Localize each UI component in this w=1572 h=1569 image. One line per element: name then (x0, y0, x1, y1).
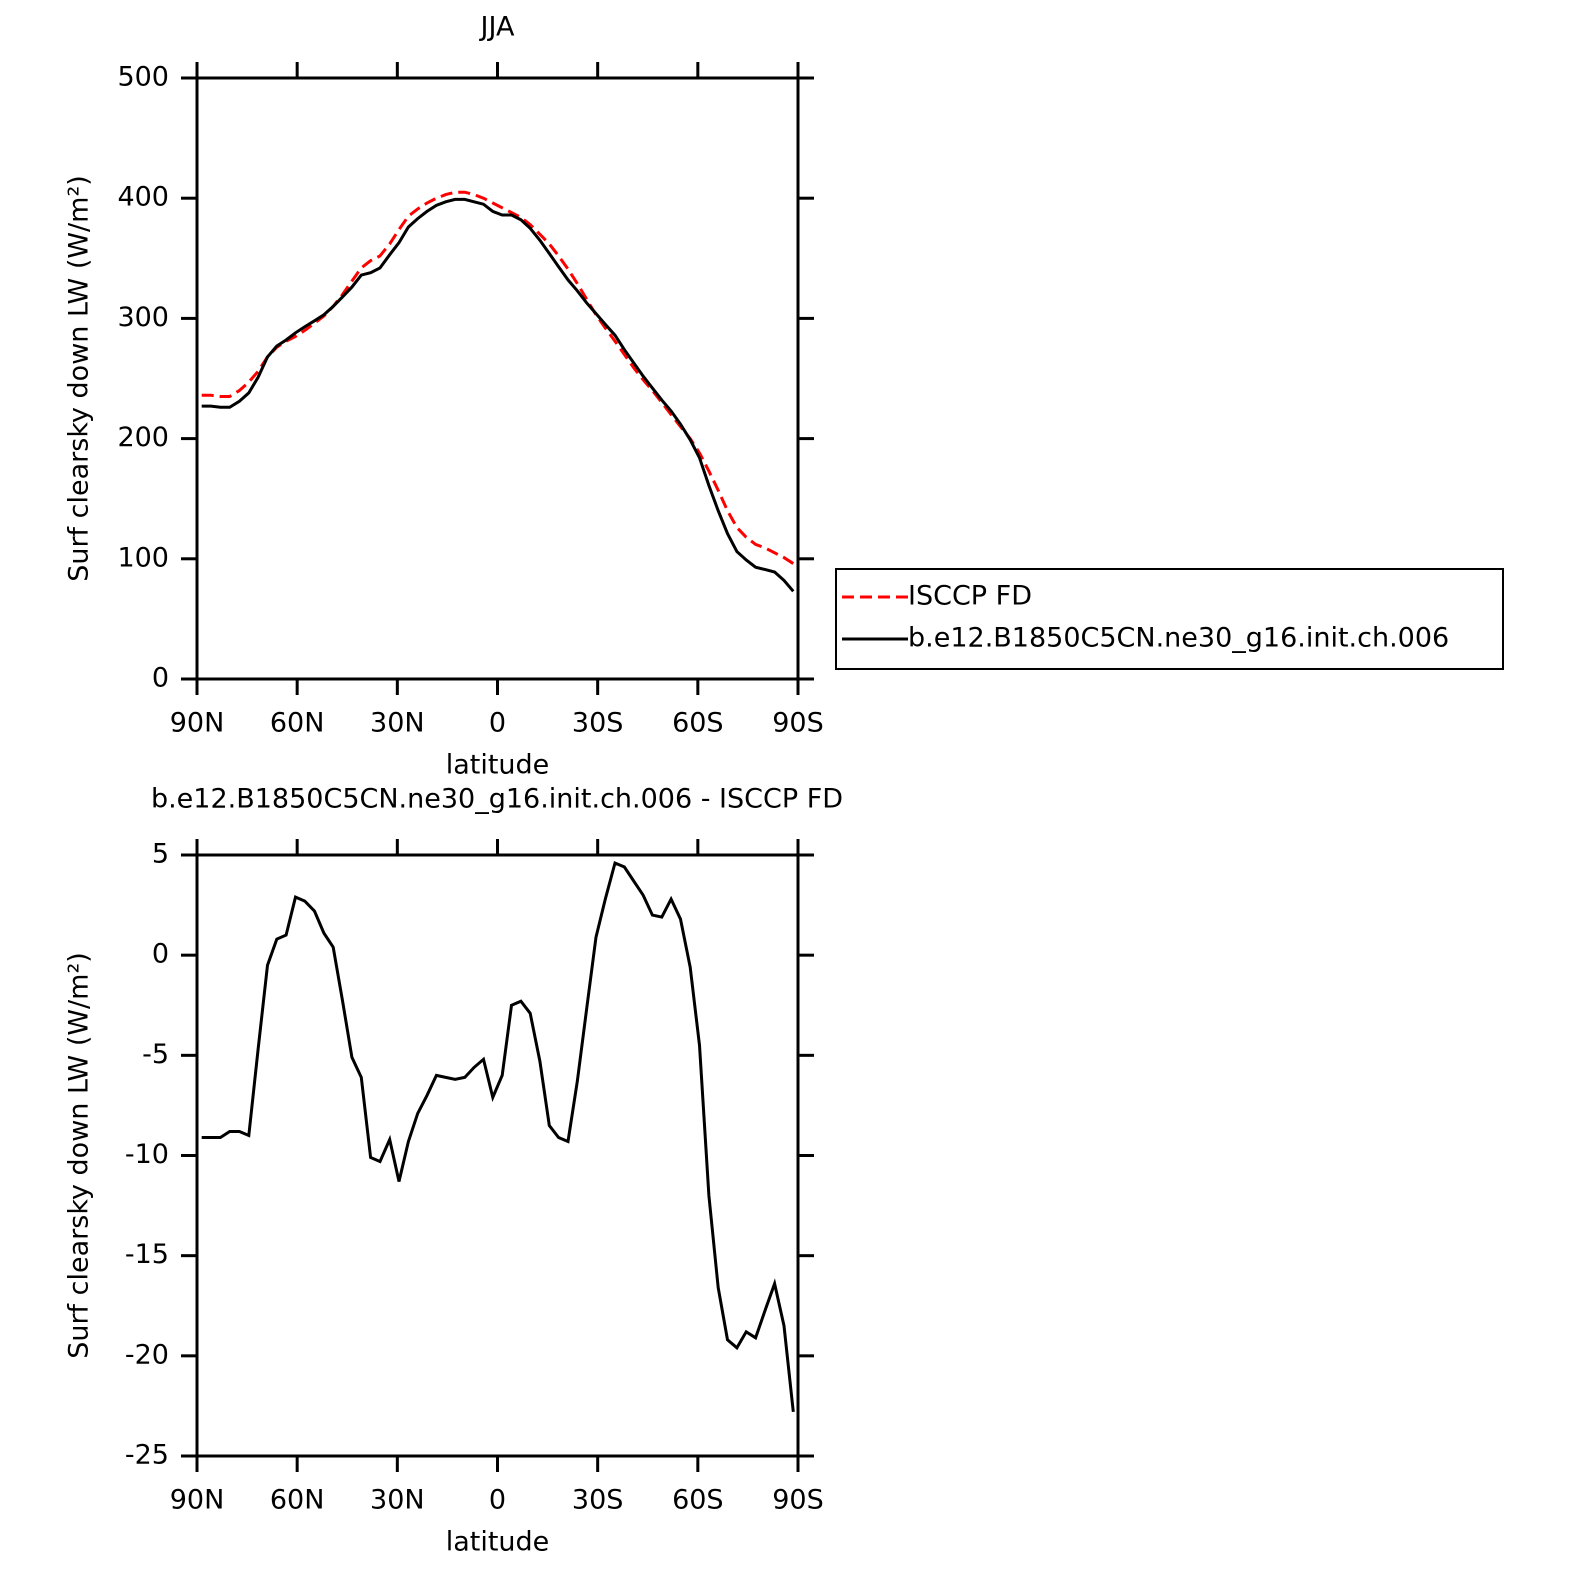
x-tick-label: 60S (672, 1485, 724, 1516)
x-tick-label: 90N (170, 1485, 225, 1516)
y-tick-label: 100 (117, 542, 169, 573)
y-axis-label: Surf clearsky down LW (W/m²) (64, 175, 95, 582)
x-tick-label: 30N (370, 1485, 425, 1516)
chart-title: JJA (479, 12, 515, 43)
x-tick-label: 30S (572, 1485, 624, 1516)
x-tick-label: 60S (672, 708, 724, 739)
x-tick-label: 0 (489, 708, 506, 739)
y-tick-label: 400 (117, 182, 169, 213)
y-tick-label: 200 (117, 422, 169, 453)
legend-label: b.e12.B1850C5CN.ne30_g16.init.ch.006 (908, 623, 1449, 654)
y-tick-label: 0 (152, 663, 169, 694)
x-axis-label: latitude (446, 1527, 550, 1558)
legend-box (835, 568, 1504, 670)
x-tick-label: 30N (370, 708, 425, 739)
y-tick-label: -5 (142, 1039, 169, 1070)
y-tick-label: 5 (152, 839, 169, 870)
x-tick-label: 90S (772, 708, 824, 739)
chart-title: b.e12.B1850C5CN.ne30_g16.init.ch.006 - I… (151, 784, 843, 815)
x-tick-label: 0 (489, 1485, 506, 1516)
legend-label: ISCCP FD (908, 581, 1032, 612)
data-line (201, 860, 795, 1413)
y-tick-label: 500 (117, 62, 169, 93)
y-tick-label: -25 (125, 1440, 169, 1471)
x-axis-label: latitude (446, 750, 550, 781)
x-tick-label: 30S (572, 708, 624, 739)
y-tick-label: -15 (125, 1239, 169, 1270)
y-tick-label: 0 (152, 939, 169, 970)
plot-frame (195, 76, 800, 681)
data-line (201, 197, 795, 593)
x-tick-label: 60N (270, 708, 325, 739)
y-axis-label: Surf clearsky down LW (W/m²) (64, 952, 95, 1359)
data-line (201, 190, 795, 565)
y-tick-label: -20 (125, 1339, 169, 1370)
y-tick-label: 300 (117, 302, 169, 333)
x-tick-label: 60N (270, 1485, 325, 1516)
x-tick-label: 90S (772, 1485, 824, 1516)
y-tick-label: -10 (125, 1139, 169, 1170)
x-tick-label: 90N (170, 708, 225, 739)
